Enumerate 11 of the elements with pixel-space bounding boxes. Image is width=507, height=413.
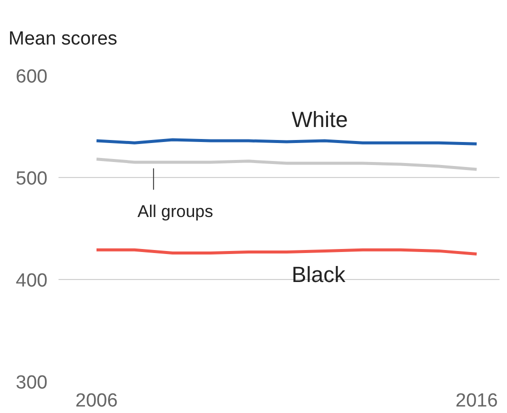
series-label: Black [292,262,346,287]
series-label: White [292,106,348,132]
text: All groups [138,202,214,222]
y-tick-label: 300 [16,372,48,394]
line-series [95,158,478,171]
y-tick-label: 600 [16,66,48,88]
y-tick-label: 400 [16,270,48,292]
x-tick-label: 2016 [456,390,498,412]
y-tick-label: 500 [16,168,48,190]
x-tick-label: 2006 [75,390,118,412]
chart-title: Mean scores [8,28,118,50]
